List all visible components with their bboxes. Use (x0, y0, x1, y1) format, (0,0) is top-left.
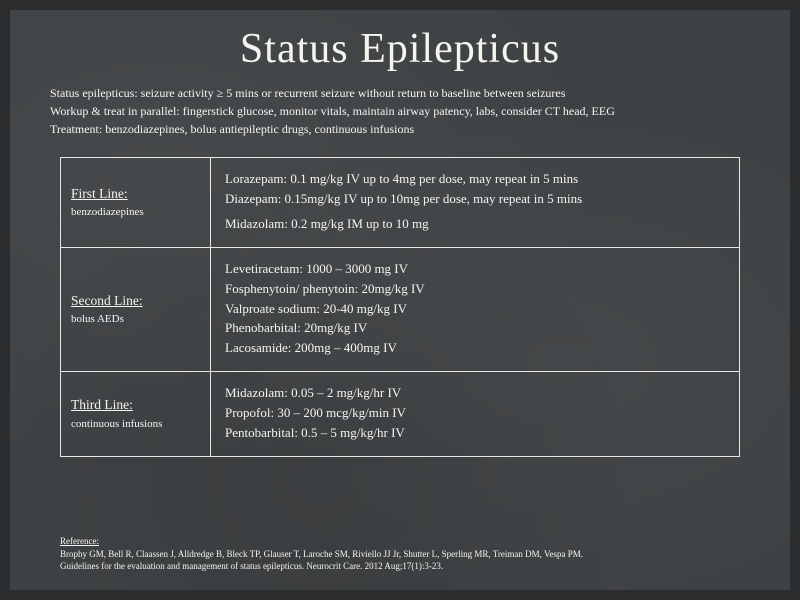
table-row: First Line: benzodiazepines Lorazepam: 0… (61, 158, 740, 248)
reference-citation: Guidelines for the evaluation and manage… (60, 561, 443, 571)
row-label-third-line: Third Line: continuous infusions (61, 372, 211, 457)
row-drugs-third-line: Midazolam: 0.05 – 2 mg/kg/hr IV Propofol… (211, 372, 740, 457)
row-title: First Line: (71, 184, 196, 204)
page-title: Status Epilepticus (40, 25, 760, 73)
row-title: Second Line: (71, 291, 196, 311)
drug-item: Lorazepam: 0.1 mg/kg IV up to 4mg per do… (225, 170, 725, 189)
drug-item: Levetiracetam: 1000 – 3000 mg IV (225, 260, 725, 279)
row-drugs-second-line: Levetiracetam: 1000 – 3000 mg IV Fosphen… (211, 247, 740, 371)
row-drugs-first-line: Lorazepam: 0.1 mg/kg IV up to 4mg per do… (211, 158, 740, 248)
row-label-second-line: Second Line: bolus AEDs (61, 247, 211, 371)
drug-item: Diazepam: 0.15mg/kg IV up to 10mg per do… (225, 190, 725, 209)
reference-authors: Brophy GM, Bell R, Claassen J, Alldredge… (60, 549, 583, 559)
drug-item: Valproate sodium: 20-40 mg/kg IV (225, 300, 725, 319)
intro-treatment: Treatment: benzodiazepines, bolus antiep… (50, 121, 750, 138)
reference-heading: Reference: (60, 535, 740, 547)
treatment-table: First Line: benzodiazepines Lorazepam: 0… (60, 157, 740, 456)
drug-item: Phenobarbital: 20mg/kg IV (225, 319, 725, 338)
row-label-first-line: First Line: benzodiazepines (61, 158, 211, 248)
row-subtitle: bolus AEDs (71, 312, 196, 328)
intro-block: Status epilepticus: seizure activity ≥ 5… (40, 85, 760, 137)
drug-item: Fosphenytoin/ phenytoin: 20mg/kg IV (225, 280, 725, 299)
row-subtitle: benzodiazepines (71, 205, 196, 221)
drug-item: Pentobarbital: 0.5 – 5 mg/kg/hr IV (225, 424, 725, 443)
drug-item: Midazolam: 0.2 mg/kg IM up to 10 mg (225, 215, 725, 234)
row-title: Third Line: (71, 395, 196, 415)
intro-workup: Workup & treat in parallel: fingerstick … (50, 103, 750, 120)
table-row: Second Line: bolus AEDs Levetiracetam: 1… (61, 247, 740, 371)
drug-item: Propofol: 30 – 200 mcg/kg/min IV (225, 404, 725, 423)
drug-item: Lacosamide: 200mg – 400mg IV (225, 339, 725, 358)
reference-block: Reference: Brophy GM, Bell R, Claassen J… (40, 535, 760, 572)
table-row: Third Line: continuous infusions Midazol… (61, 372, 740, 457)
intro-definition: Status epilepticus: seizure activity ≥ 5… (50, 85, 750, 102)
row-subtitle: continuous infusions (71, 417, 196, 433)
chalkboard-slide: Status Epilepticus Status epilepticus: s… (0, 0, 800, 600)
drug-item: Midazolam: 0.05 – 2 mg/kg/hr IV (225, 384, 725, 403)
